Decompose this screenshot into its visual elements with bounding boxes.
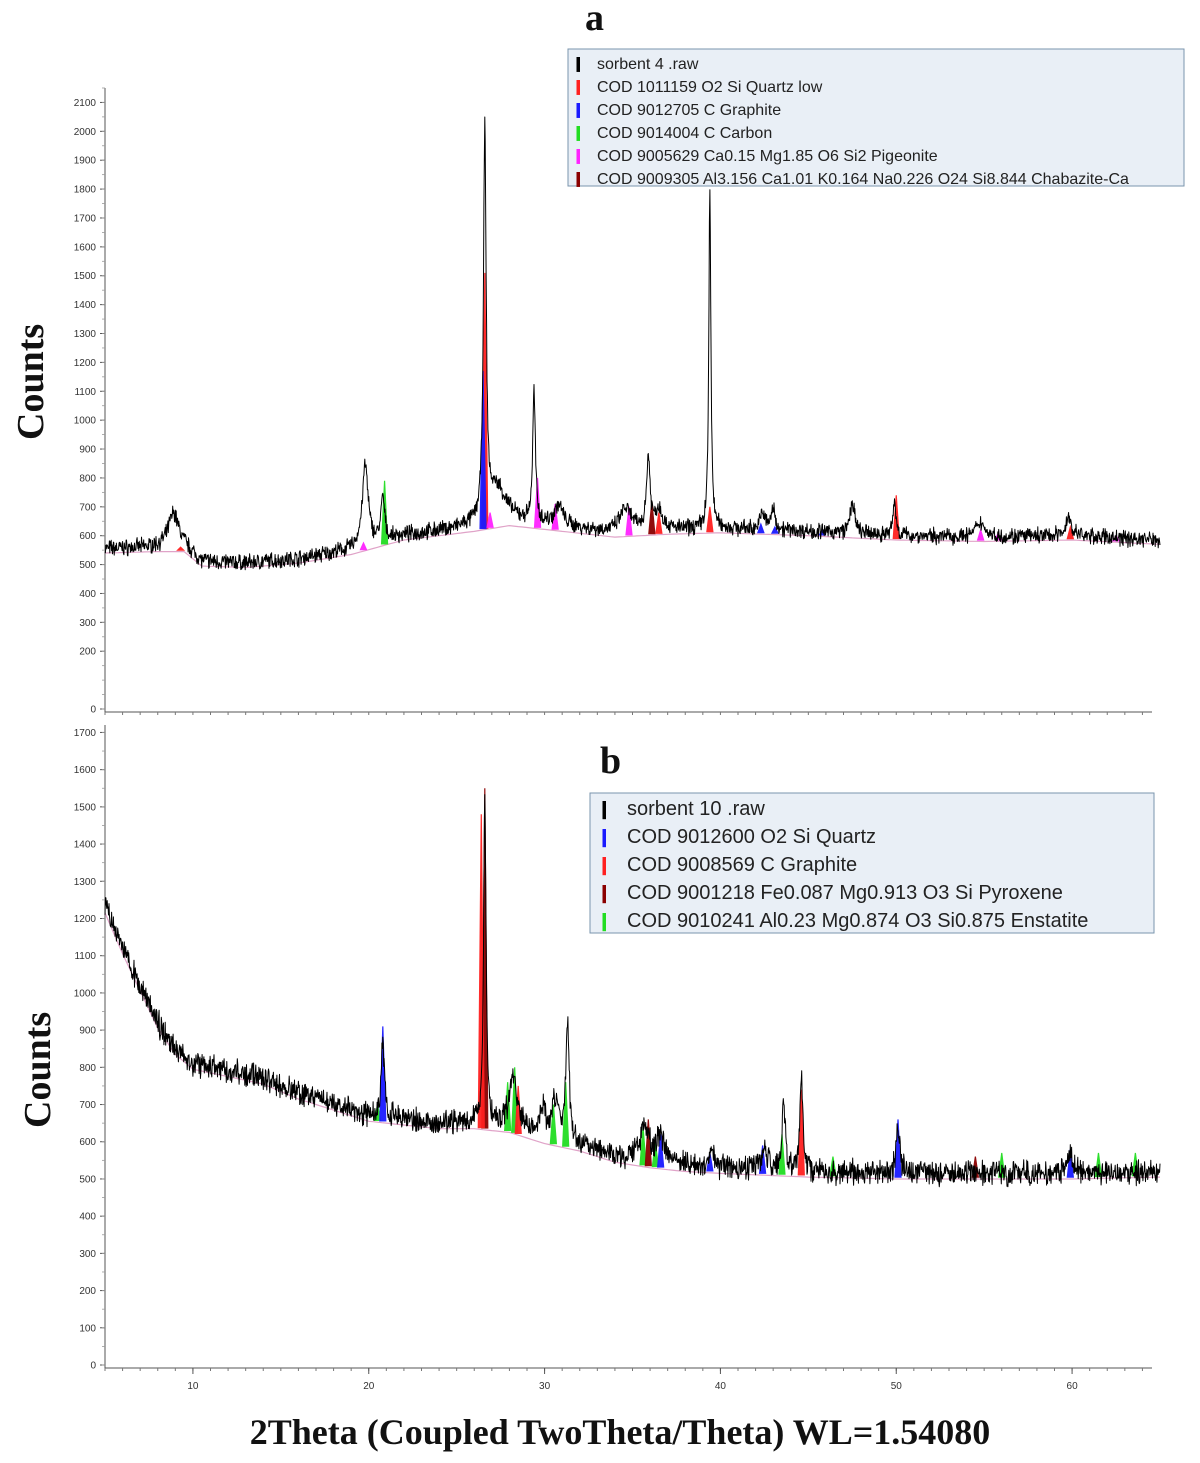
reference-stick	[655, 512, 663, 534]
y-tick-label: 900	[79, 445, 96, 456]
legend-swatch	[602, 857, 606, 876]
reference-stick	[644, 1119, 652, 1167]
reference-stick	[648, 500, 656, 535]
x-tick-label: 50	[891, 1381, 903, 1392]
reference-stick	[706, 506, 714, 533]
panel-b-ylabel: Counts	[17, 1012, 59, 1128]
legend-entry: COD 9009305 Al3.156 Ca1.01 K0.164 Na0.22…	[597, 171, 1129, 188]
y-tick-label: 100	[79, 1323, 96, 1334]
panel-a-ylabel: Counts	[10, 324, 52, 440]
y-tick-label: 1700	[74, 213, 97, 224]
y-tick-label: 1100	[74, 387, 96, 398]
y-tick-label: 400	[79, 1212, 96, 1223]
legend-swatch	[602, 913, 606, 932]
y-tick-label: 700	[79, 502, 96, 513]
x-axis-label: 2Theta (Coupled TwoTheta/Theta) WL=1.540…	[250, 1412, 991, 1452]
y-tick-label: 600	[79, 1137, 96, 1148]
x-tick-label: 10	[187, 1381, 199, 1392]
reference-stick	[486, 512, 494, 528]
x-tick-label: 60	[1067, 1381, 1079, 1392]
y-tick-label: 1100	[74, 951, 96, 962]
legend-swatch	[602, 885, 606, 904]
y-tick-label: 500	[79, 560, 96, 571]
y-tick-label: 1700	[74, 728, 97, 739]
xrd-pattern-line	[104, 794, 1161, 1188]
legend-box	[589, 792, 1155, 934]
legend-entry: COD 9008569 C Graphite	[627, 854, 857, 876]
x-tick-label: 40	[715, 1381, 727, 1392]
y-tick-label: 1300	[74, 329, 97, 340]
y-tick-label: 1200	[74, 358, 97, 369]
reference-stick	[359, 541, 368, 551]
y-tick-label: 300	[79, 1249, 96, 1260]
y-tick-label: 1400	[74, 840, 97, 851]
legend-swatch	[576, 57, 580, 72]
reference-stick	[479, 371, 487, 530]
reference-stick	[625, 506, 633, 536]
legend-swatch	[576, 103, 580, 118]
panel-a-legend: sorbent 4 .raw COD 1011159 O2 Si Quartz l…	[567, 48, 1185, 188]
legend-swatch	[602, 829, 606, 848]
y-tick-label: 700	[79, 1100, 96, 1111]
panel-a: 0 200 300 400 500 600 700 800 900 1000 1100 1200 130…	[74, 87, 1161, 716]
legend-entry: sorbent 4 .raw	[597, 56, 699, 73]
y-tick-label: 1800	[74, 185, 97, 196]
panel-b: 0 100 200 300 400 500 600 700 800 900 1000 1100 1200…	[74, 725, 1161, 1372]
legend-swatch	[576, 80, 580, 95]
y-tick-label: 1400	[74, 300, 97, 311]
panel-b-legend: sorbent 10 .raw COD 9012600 O2 Si Quartz C…	[589, 792, 1155, 934]
y-tick-label: 1300	[74, 877, 97, 888]
xrd-pattern-line	[104, 116, 1161, 571]
reference-stick	[976, 527, 985, 541]
y-tick-label: 2000	[74, 127, 97, 138]
legend-entry: COD 9014004 C Carbon	[597, 125, 772, 142]
reference-stick	[894, 1119, 902, 1178]
y-tick-label: 0	[90, 705, 96, 716]
legend-entry: COD 9012600 O2 Si Quartz	[627, 826, 876, 848]
y-tick-label: 1600	[74, 242, 97, 253]
legend-box	[567, 48, 1185, 187]
y-tick-label: 0	[90, 1361, 96, 1372]
x-axis: 10 20 30 40 50 60	[187, 1368, 1078, 1392]
panel-a-label: a	[585, 0, 604, 39]
reference-stick	[176, 546, 186, 551]
y-tick-label: 800	[79, 1063, 96, 1074]
reference-stick	[549, 1104, 558, 1145]
y-tick-label: 500	[79, 1174, 96, 1185]
legend-entry: COD 9001218 Fe0.087 Mg0.913 O3 Si Pyroxe…	[627, 882, 1063, 904]
legend-entry: COD 1011159 O2 Si Quartz low	[597, 79, 823, 96]
x-tick-label: 20	[363, 1381, 375, 1392]
reference-stick	[797, 1089, 805, 1176]
y-tick-label: 1500	[74, 271, 97, 282]
y-tick-label: 300	[79, 618, 96, 629]
legend-entry: COD 9010241 Al0.23 Mg0.874 O3 Si0.875 En…	[627, 910, 1088, 932]
reference-stick	[757, 522, 765, 534]
y-tick-label: 1000	[74, 416, 97, 427]
y-tick-label: 900	[79, 1026, 96, 1037]
y-tick-label: 800	[79, 473, 96, 484]
y-tick-label: 400	[79, 589, 96, 600]
reference-stick	[562, 1082, 570, 1147]
panel-b-label: b	[600, 740, 621, 782]
y-tick-label: 600	[79, 531, 96, 542]
legend-entry: sorbent 10 .raw	[627, 798, 765, 820]
y-tick-label: 1900	[74, 156, 97, 167]
y-tick-label: 1000	[74, 988, 97, 999]
legend-swatch	[576, 126, 580, 141]
legend-entry: COD 9005629 Ca0.15 Mg1.85 O6 Si2 Pigeoni…	[597, 148, 938, 165]
y-tick-label: 200	[79, 1286, 96, 1297]
y-tick-label: 1500	[74, 802, 97, 813]
y-tick-label: 1600	[74, 765, 97, 776]
legend-swatch	[576, 149, 580, 164]
legend-swatch	[576, 172, 580, 187]
x-tick-label: 30	[539, 1381, 551, 1392]
y-tick-label: 1200	[74, 914, 97, 925]
legend-entry: COD 9012705 C Graphite	[597, 102, 781, 119]
reference-stick	[639, 1126, 647, 1166]
y-tick-label: 200	[79, 647, 96, 658]
legend-swatch	[602, 801, 606, 820]
y-tick-label: 2100	[74, 98, 97, 109]
